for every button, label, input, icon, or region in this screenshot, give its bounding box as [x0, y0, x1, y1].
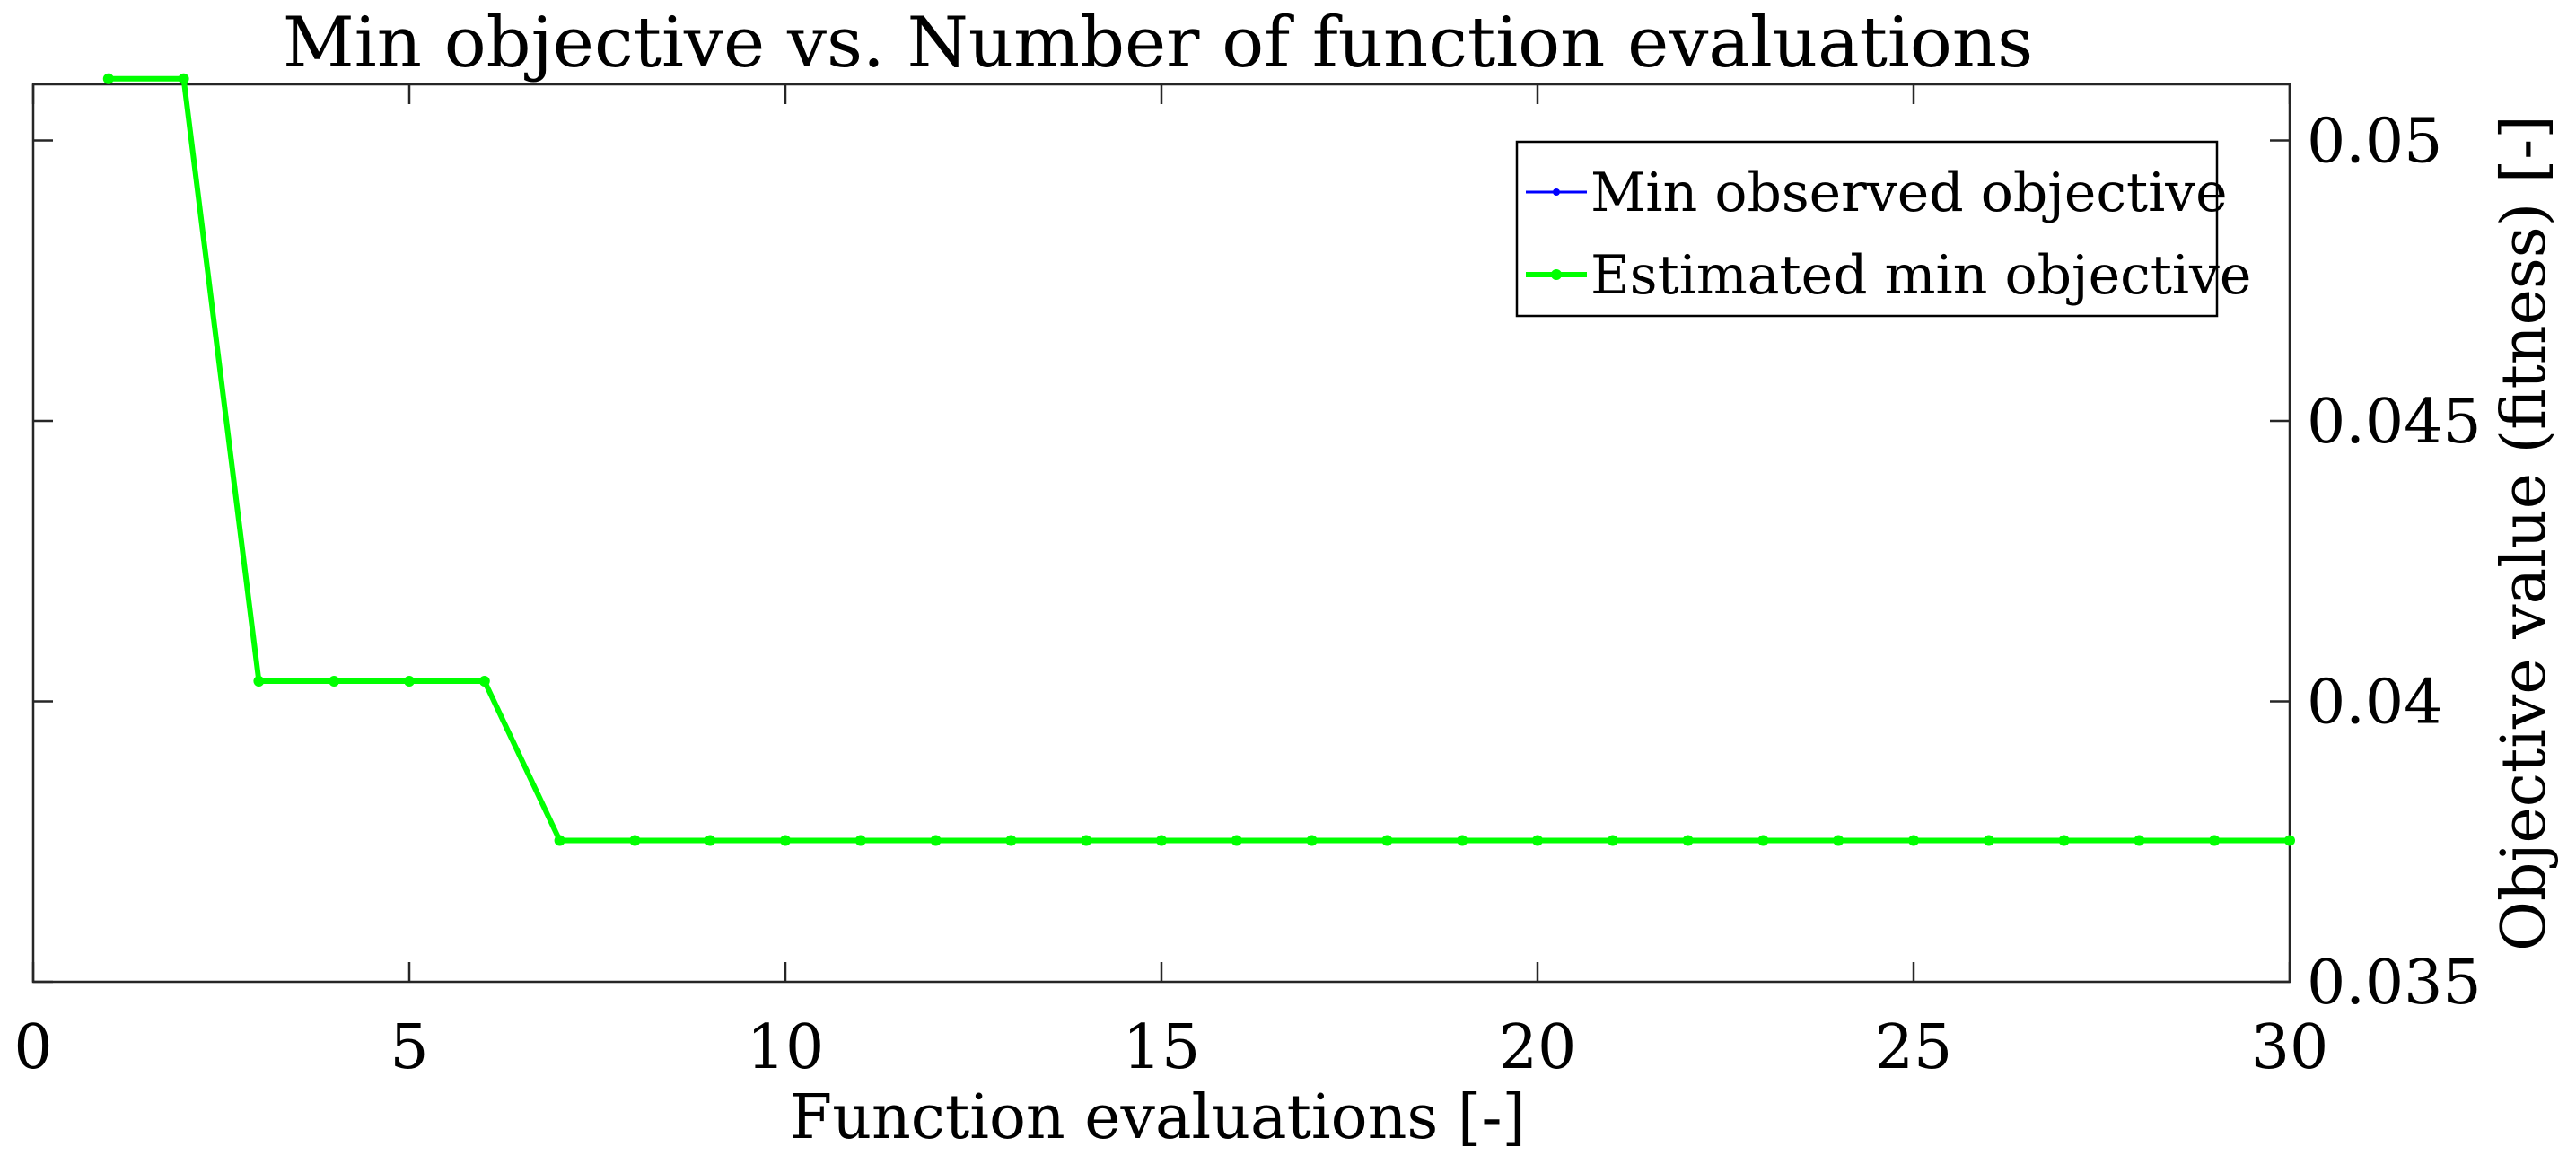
series-2-point [1081, 835, 1092, 846]
y-tick-label: 0.035 [2307, 948, 2482, 1019]
x-tick-label: 25 [1875, 1012, 1953, 1083]
series-line-2 [108, 75, 2290, 844]
y-tick-label: 0.05 [2307, 107, 2442, 178]
legend-marker-1 [1553, 188, 1560, 196]
series-2-point [2058, 835, 2070, 846]
x-tick-label: 30 [2251, 1012, 2329, 1083]
series-2-point [1457, 835, 1468, 846]
x-axis-label: Function evaluations [-] [790, 1082, 1526, 1153]
series-2-point [2284, 835, 2295, 846]
x-tick-label: 20 [1499, 1012, 1577, 1083]
series-2-point [178, 73, 189, 84]
series-2-point [102, 73, 114, 84]
series-2-point [1156, 835, 1167, 846]
series-2-point [854, 835, 866, 846]
series-2-point [629, 835, 641, 846]
series-2-point [780, 835, 791, 846]
series-2-point [1833, 835, 1844, 846]
x-tick-label: 15 [1123, 1012, 1201, 1083]
series-2-point [1983, 835, 1994, 846]
y-axis: 0.035 0.04 0.045 0.05 [33, 107, 2482, 1019]
series-2-point [1532, 835, 1543, 846]
y-tick-label: 0.04 [2307, 668, 2442, 739]
legend-box [1515, 140, 2219, 318]
series-2-point [1682, 835, 1694, 846]
series-2-point [478, 676, 490, 687]
legend: Min observed objective Estimated min obje… [1515, 140, 2251, 318]
x-tick-label: 10 [747, 1012, 825, 1083]
series-2-point [705, 835, 716, 846]
series-2-point [1757, 835, 1769, 846]
legend-label-2: Estimated min objective [1590, 244, 2251, 307]
series-2-point [1005, 835, 1017, 846]
series-2-point [329, 676, 340, 687]
x-tick-label: 0 [13, 1012, 52, 1083]
series-2-point [1231, 835, 1242, 846]
series-2-point [930, 835, 942, 846]
x-axis: 0 5 10 15 20 25 30 [13, 84, 2328, 1083]
chart-title: Min objective vs. Number of function eva… [283, 3, 2033, 83]
series-2-point [1908, 835, 1919, 846]
y-tick-label: 0.045 [2307, 387, 2482, 458]
series-2-point [1306, 835, 1318, 846]
series-2-point [404, 676, 415, 687]
series-2-point [253, 676, 265, 687]
series-2-point [1607, 835, 1618, 846]
legend-marker-2 [1551, 269, 1562, 280]
legend-label-1: Min observed objective [1590, 162, 2228, 224]
series-layer [102, 73, 2295, 846]
series-2-point [2134, 835, 2145, 846]
series-2-point [1381, 835, 1393, 846]
y-axis-label: Objective value (fitness) [-] [2489, 115, 2560, 951]
x-tick-label: 5 [390, 1012, 428, 1083]
series-2-point [554, 835, 565, 846]
series-2-point [2209, 835, 2221, 846]
